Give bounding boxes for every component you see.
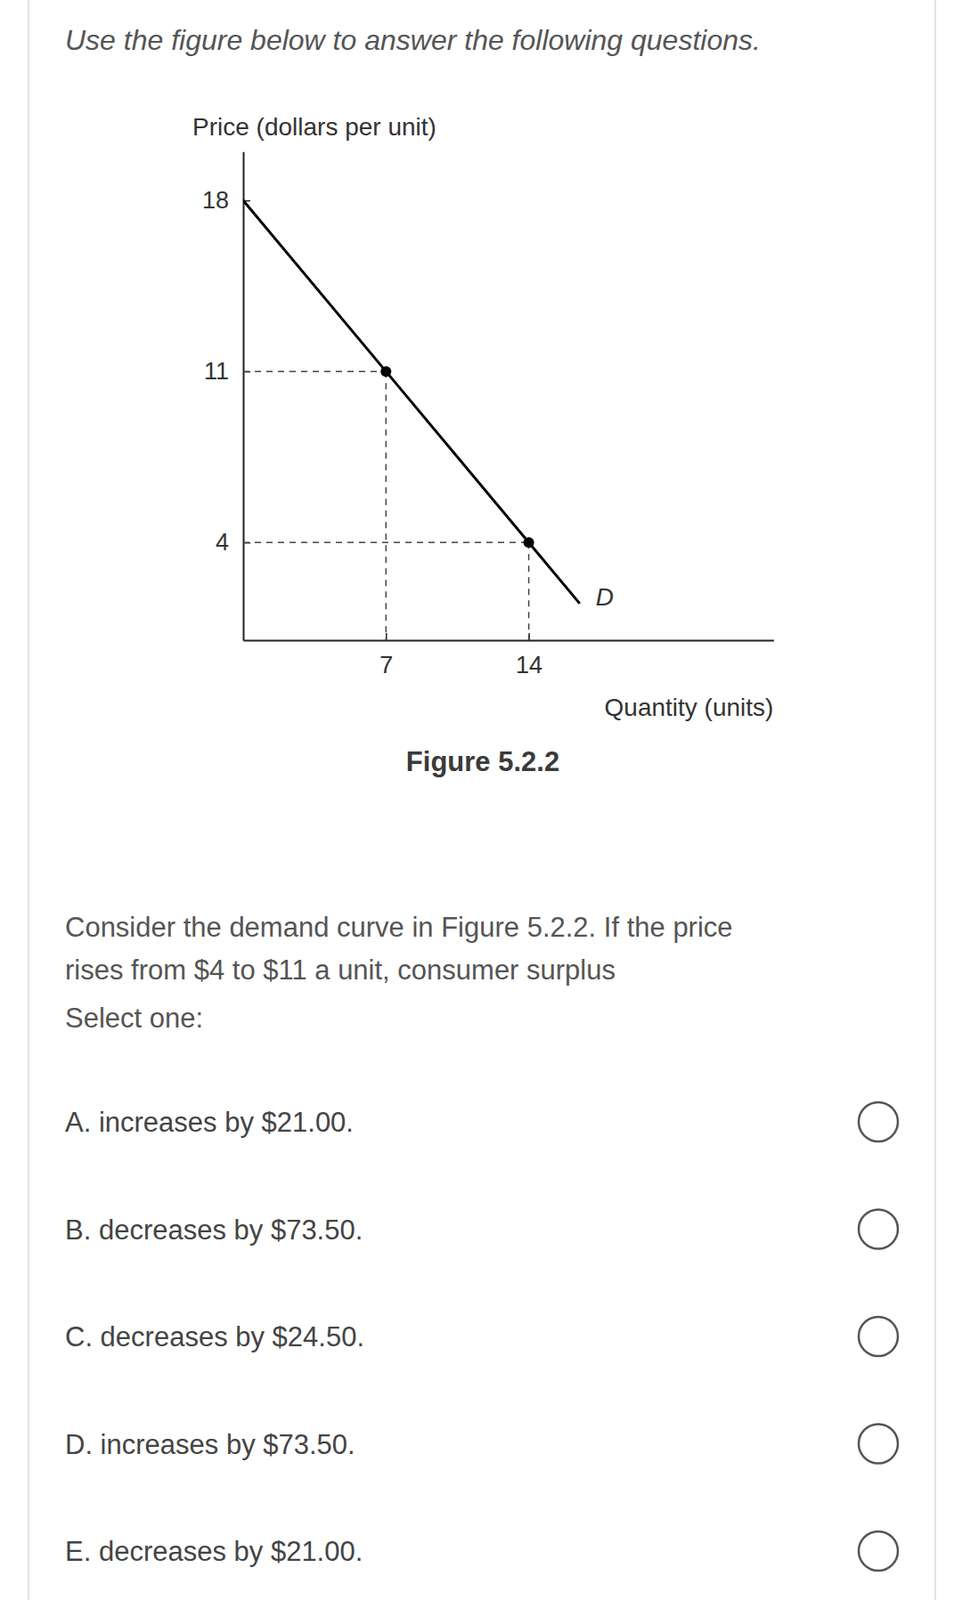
y-axis: 4 11 18 [202, 152, 251, 642]
figure-caption: Figure 5.2.2 [406, 746, 560, 778]
instruction: Use the figure below to answer the follo… [65, 24, 761, 57]
option-text: E. decreases by $21.00. [65, 1536, 363, 1568]
card-border-right [934, 0, 937, 1600]
x-axis-title: Quantity (units) [604, 693, 775, 722]
axis-line [244, 640, 775, 643]
guide-vertical [385, 371, 388, 641]
y-axis-title: Price (dollars per unit) [192, 113, 437, 141]
plot-area [243, 200, 580, 641]
page: Use the figure below to answer the follo… [0, 0, 962, 1600]
demand-line [243, 200, 580, 604]
tick-label: 11 [203, 358, 229, 385]
option-text: A. increases by $21.00. [65, 1107, 354, 1139]
tick-label: 4 [215, 529, 229, 556]
point [380, 366, 392, 377]
axis-line [243, 152, 245, 642]
option-text: B. decreases by $73.50. [65, 1214, 363, 1247]
radio-button[interactable] [858, 1532, 898, 1572]
radio-button[interactable] [858, 1317, 898, 1357]
question-text: Consider the demand curve in Figure 5.2.… [65, 912, 734, 944]
tick-label: 18 [202, 187, 229, 214]
option-text: D. increases by $73.50. [65, 1429, 356, 1461]
radio-button[interactable] [858, 1425, 898, 1465]
prompt: Select one: [65, 1002, 204, 1035]
card-border-left [27, 0, 30, 1600]
radio-button[interactable] [858, 1102, 898, 1142]
point [523, 537, 535, 548]
option-text: C. decreases by $24.50. [65, 1321, 365, 1354]
tick-label: 7 [379, 652, 393, 679]
x-axis: 7 14 [244, 633, 775, 679]
guide-horizontal [243, 541, 530, 544]
guide-vertical [528, 542, 530, 641]
series-label: D [595, 583, 614, 612]
guide-horizontal [243, 370, 386, 373]
radio-button[interactable] [858, 1210, 898, 1250]
question-text: rises from $4 to $11 a unit, consumer su… [65, 954, 616, 987]
tick-label: 14 [515, 652, 543, 679]
tick: 18 [202, 187, 251, 214]
